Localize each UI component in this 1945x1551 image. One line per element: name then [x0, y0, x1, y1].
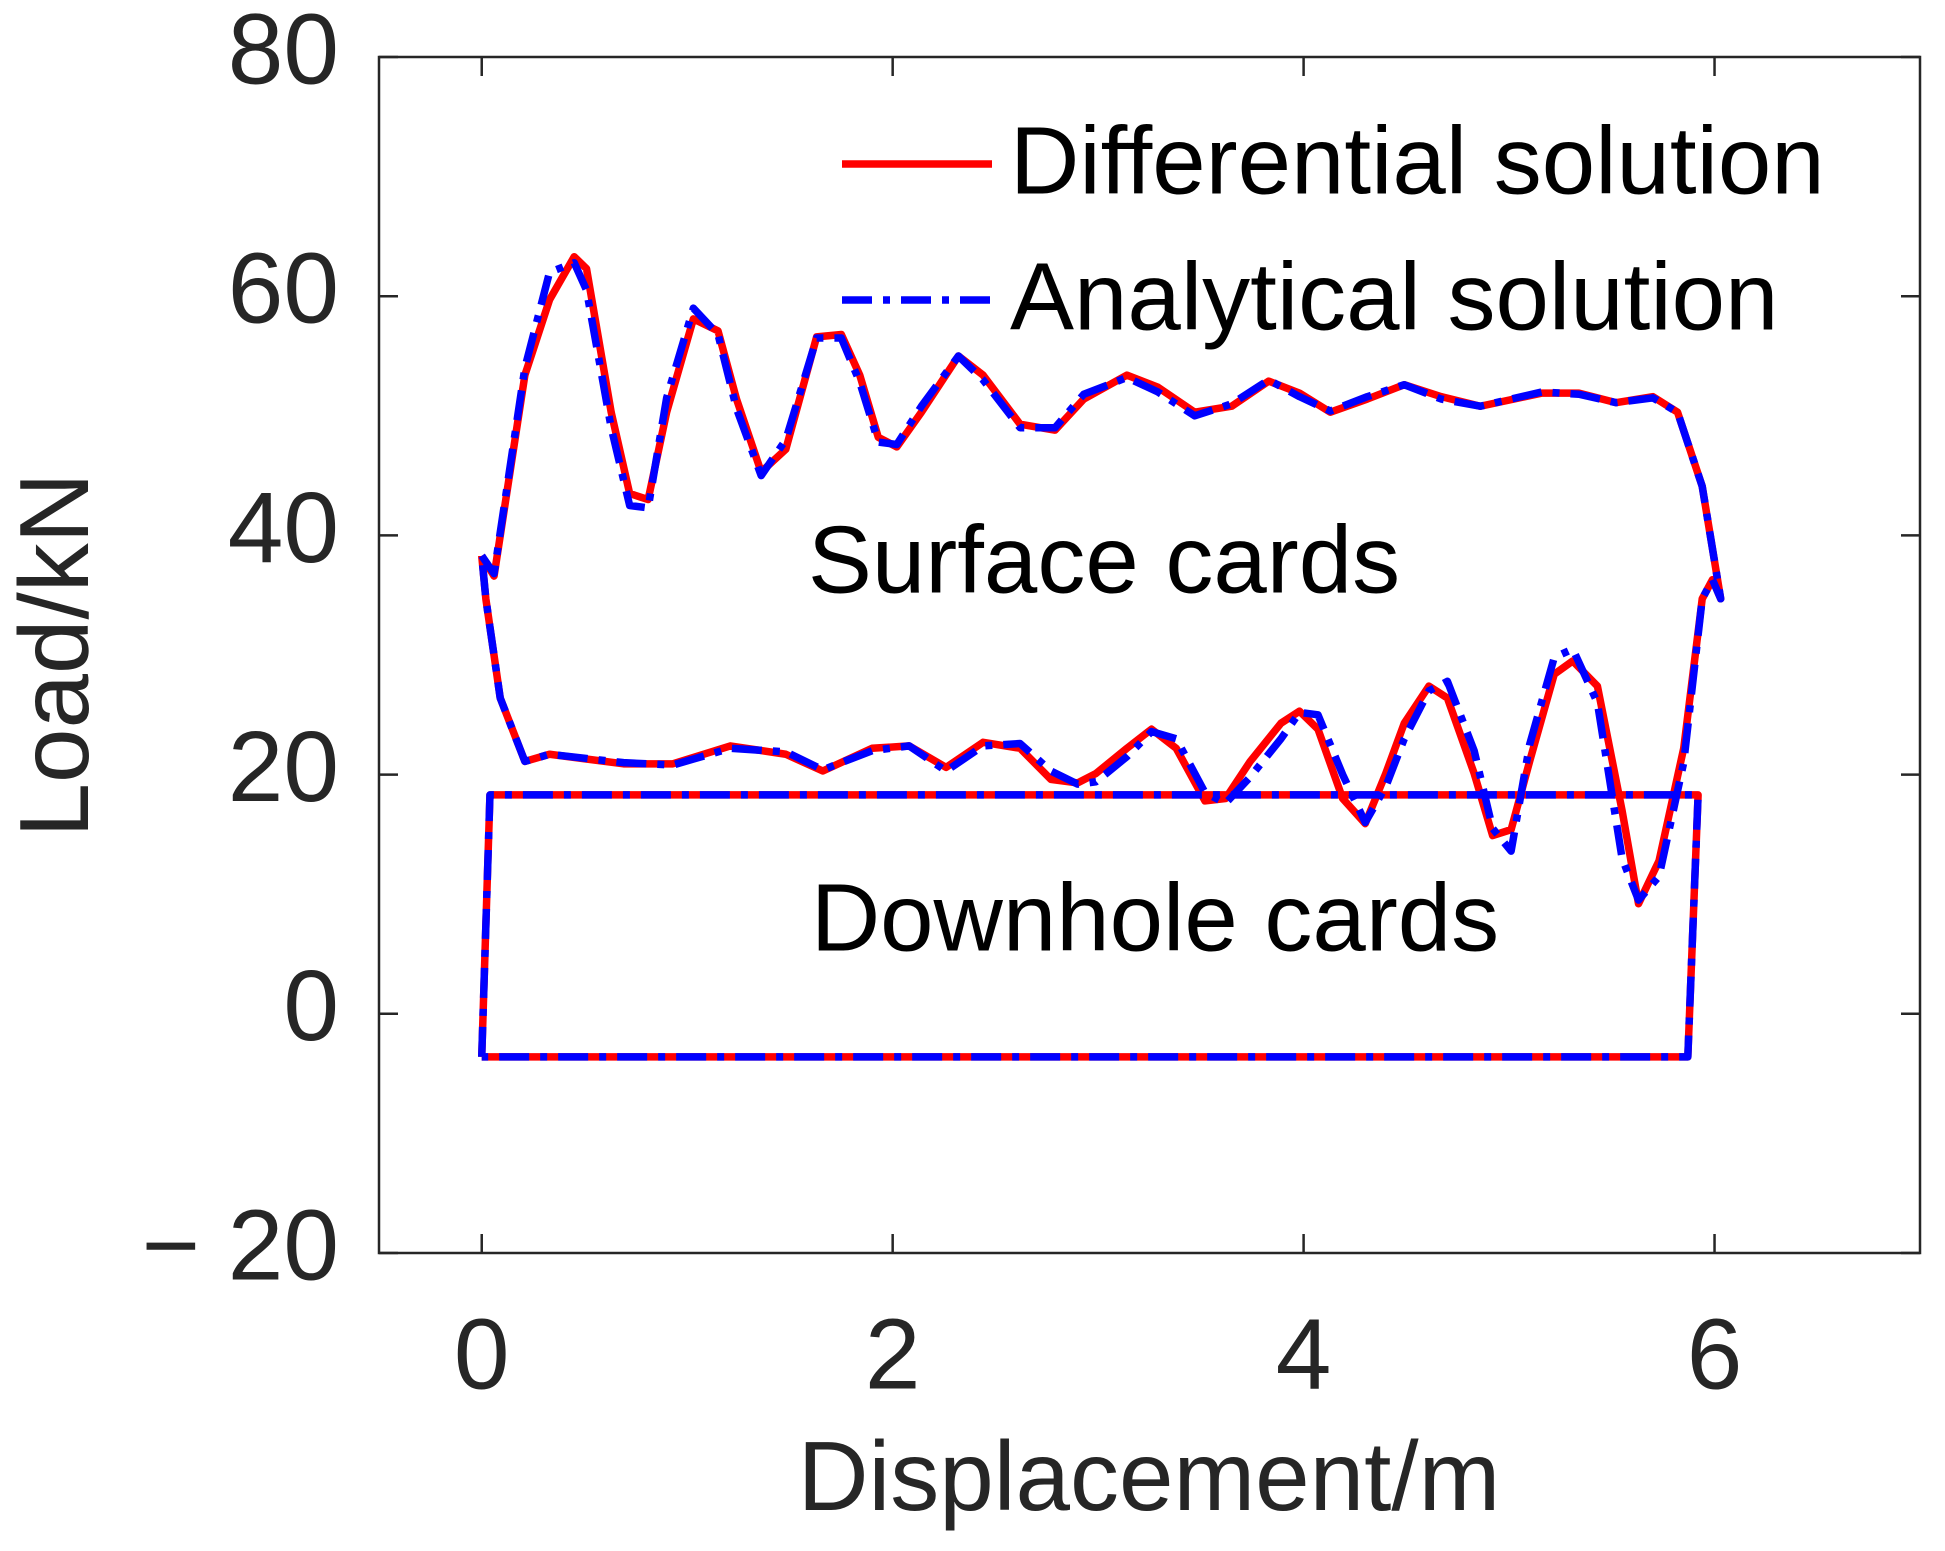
y-axis-title: Load/kN	[0, 472, 109, 837]
annotation: Surface cards	[808, 506, 1400, 613]
series-line	[477, 258, 1725, 1061]
x-tick-label: 4	[1276, 1298, 1332, 1410]
y-tick-label: 40	[228, 472, 339, 584]
legend-label: Differential solution	[1010, 107, 1825, 214]
legend-label: Analytical solution	[1010, 243, 1778, 350]
x-tick-label: 2	[865, 1298, 921, 1410]
x-tick-label: 0	[454, 1298, 510, 1410]
y-tick-label: 60	[228, 233, 339, 345]
x-tick-label: 6	[1687, 1298, 1743, 1410]
annotation: Downhole cards	[811, 864, 1499, 971]
y-tick-label: − 20	[142, 1189, 339, 1301]
y-tick-label: 20	[228, 711, 339, 823]
y-tick-label: 0	[283, 950, 339, 1062]
x-axis-title: Displacement/m	[798, 1421, 1501, 1531]
plot-frame	[377, 55, 1922, 1255]
y-tick-label: 80	[228, 0, 339, 105]
